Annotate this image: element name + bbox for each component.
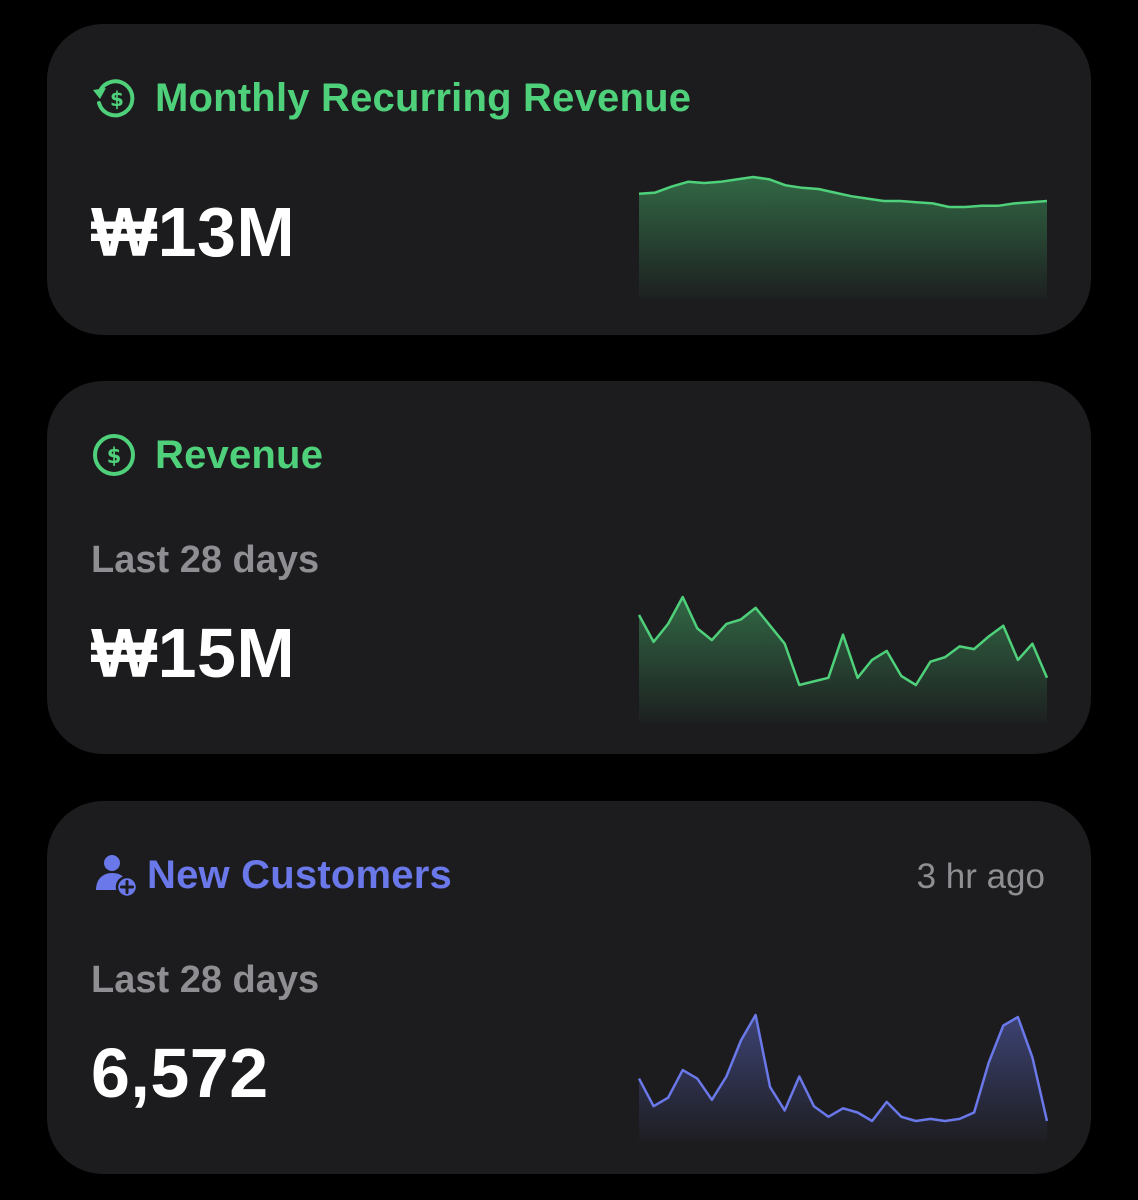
revenue-sparkline xyxy=(637,593,1049,723)
customers-header: New Customers xyxy=(93,851,452,899)
revenue-sparkline-svg xyxy=(637,595,1049,723)
mrr-value: ₩13M xyxy=(91,193,296,271)
mrr-title: Monthly Recurring Revenue xyxy=(155,75,692,120)
mrr-sparkline xyxy=(638,169,1048,299)
revenue-spark-line xyxy=(637,595,1049,687)
revenue-value: ₩15M xyxy=(91,614,296,692)
revenue-header: $ Revenue xyxy=(91,431,323,479)
revenue-widget[interactable]: $ Revenue Last 28 days ₩15M xyxy=(47,381,1091,754)
revenue-title: Revenue xyxy=(155,432,324,477)
customers-spark-area xyxy=(639,1015,1047,1141)
add-person-icon xyxy=(93,852,139,898)
customers-widget[interactable]: New Customers 3 hr ago Last 28 days 6,57… xyxy=(47,801,1091,1174)
revenue-period: Last 28 days xyxy=(91,539,320,581)
mrr-sparkline-svg xyxy=(638,175,1048,299)
customers-spark-line xyxy=(637,1013,1049,1123)
revenue-spark-area xyxy=(639,597,1047,723)
svg-text:$: $ xyxy=(107,444,122,468)
mrr-spark-line xyxy=(638,175,1048,209)
customers-timestamp: 3 hr ago xyxy=(916,857,1045,896)
svg-text:$: $ xyxy=(110,87,124,111)
mrr-header: $ Monthly Recurring Revenue xyxy=(91,74,691,122)
mrr-spark-area xyxy=(639,177,1047,299)
customers-period: Last 28 days xyxy=(91,959,320,1001)
customers-value: 6,572 xyxy=(91,1034,269,1112)
recurring-dollar-icon: $ xyxy=(91,75,137,121)
dollar-circle-icon: $ xyxy=(91,432,137,478)
mrr-widget[interactable]: $ Monthly Recurring Revenue ₩13M xyxy=(47,24,1091,335)
customers-title: New Customers xyxy=(147,852,452,897)
customers-sparkline-svg xyxy=(637,1013,1049,1141)
customers-sparkline xyxy=(637,1011,1049,1141)
